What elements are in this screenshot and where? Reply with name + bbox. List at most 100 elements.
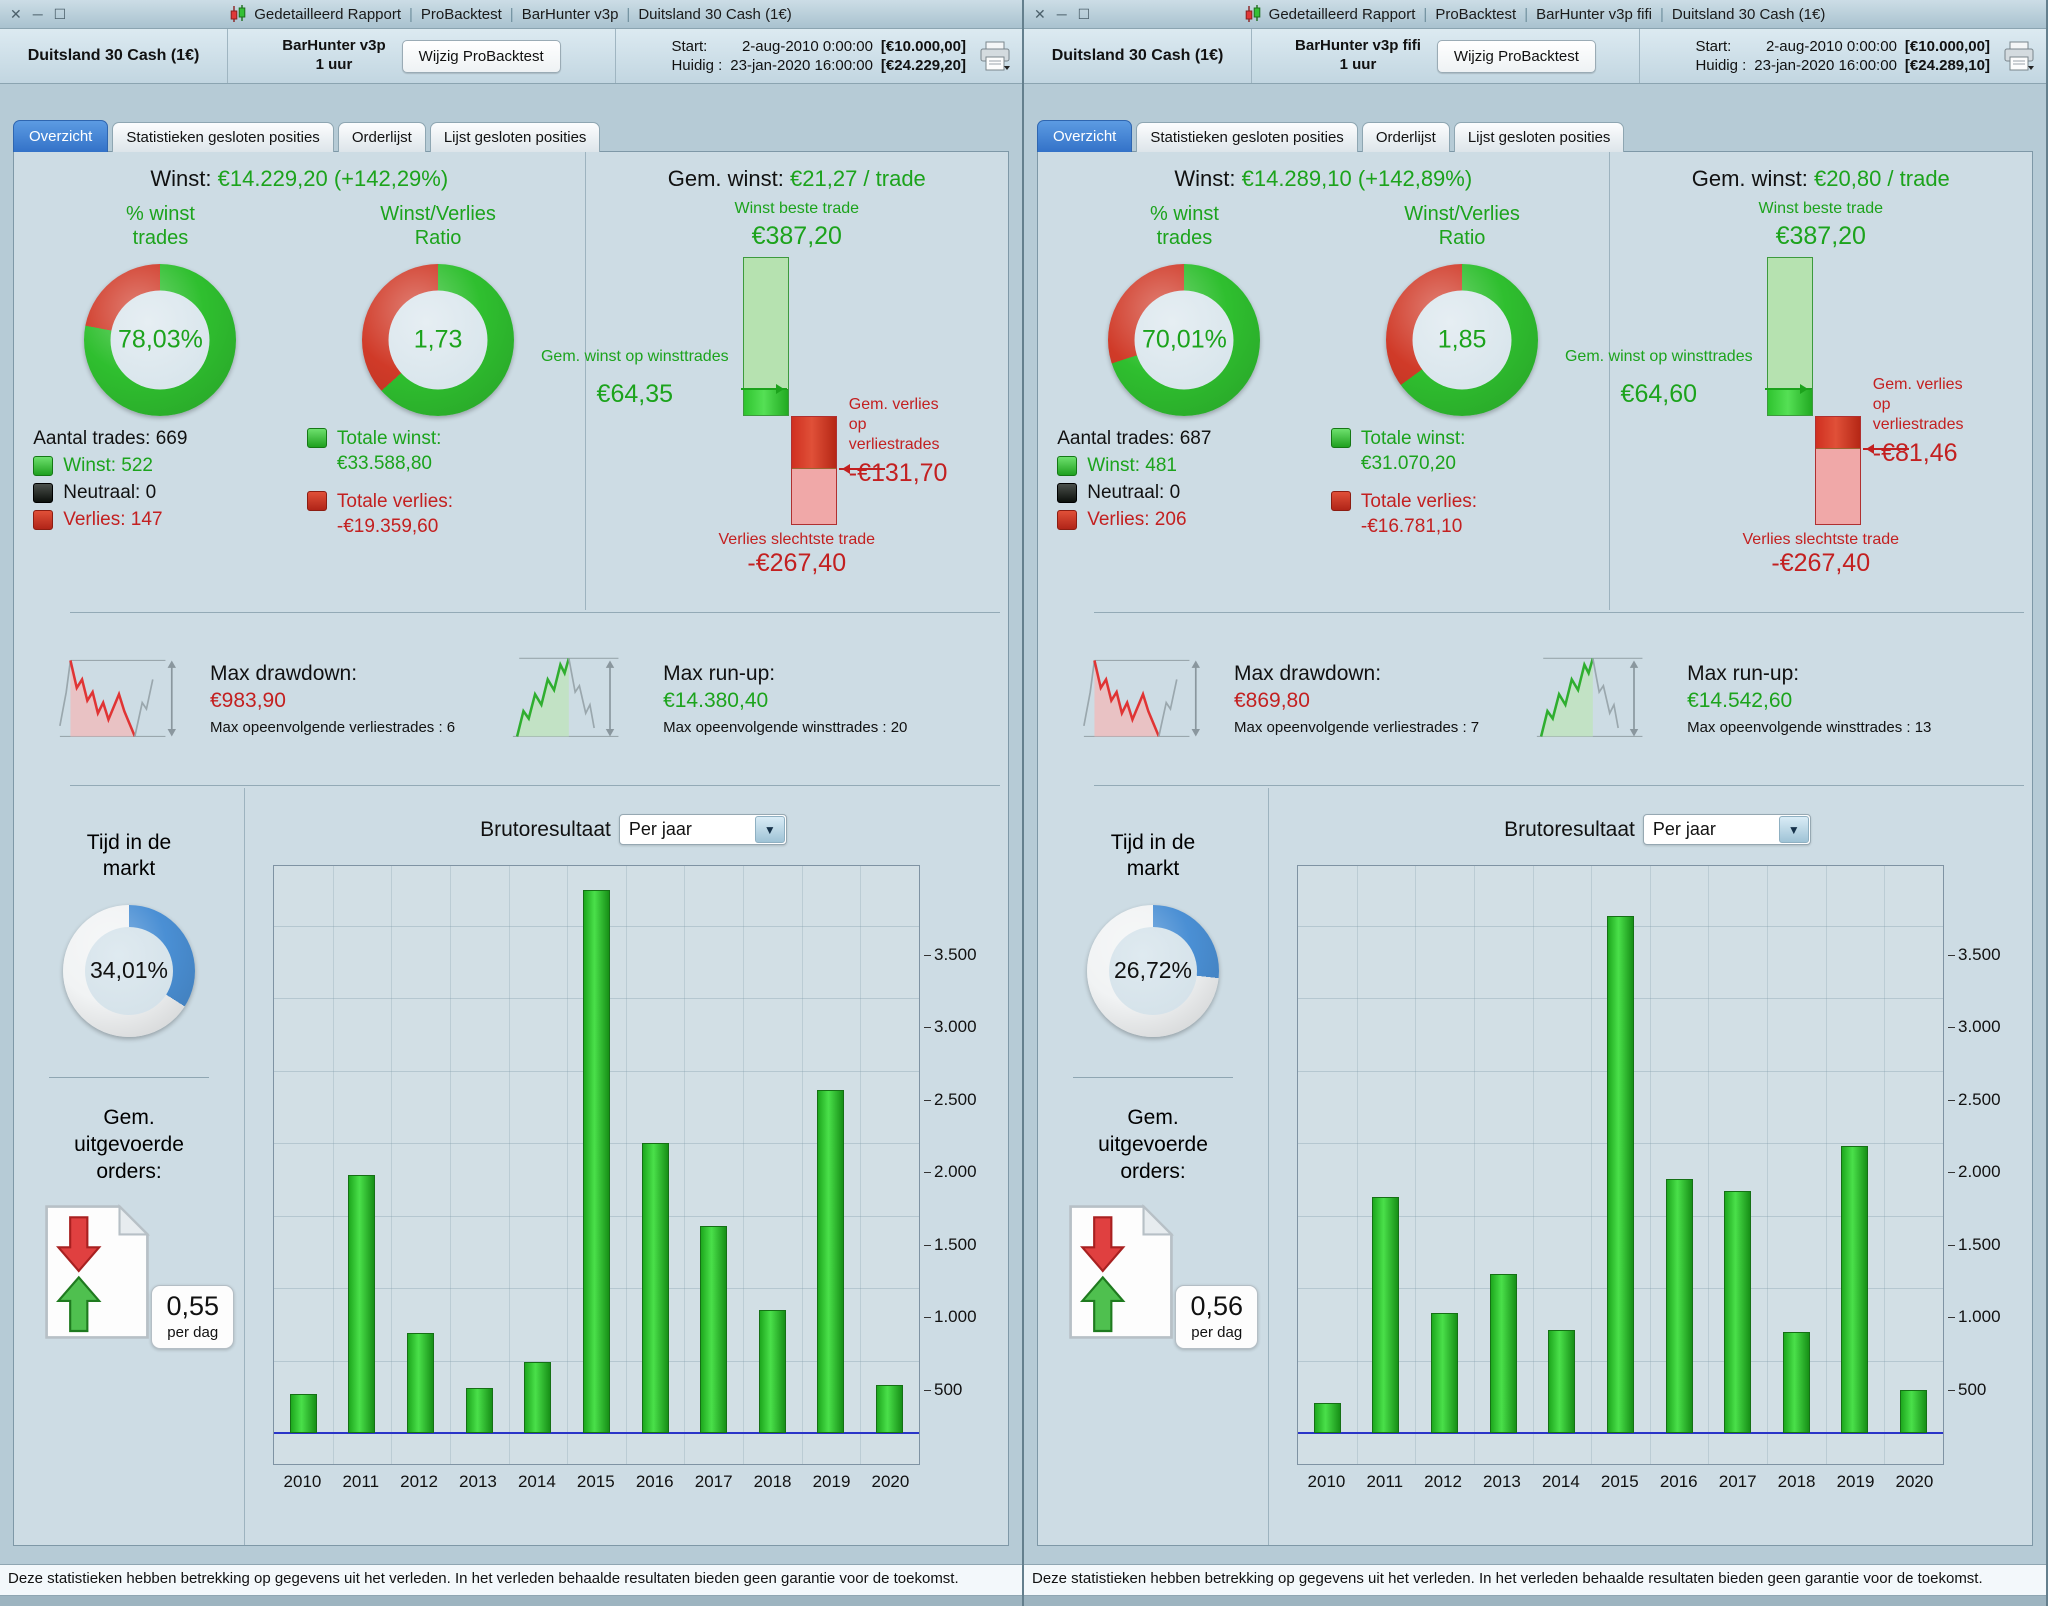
report-header: Duitsland 30 Cash (1€) BarHunter v3p fif… — [1024, 29, 2046, 84]
orders-value-box: 0,55 per dag — [151, 1285, 234, 1350]
bar — [1431, 1312, 1459, 1433]
avg-loss-label-block: Gem. verlies op verliestrades -€131,70 — [848, 396, 948, 488]
gridline — [449, 866, 451, 1464]
close-icon[interactable]: ✕ — [1034, 6, 1046, 22]
trades-total: Aantal trades: 687 — [1057, 428, 1212, 449]
title-bar: ✕ ─ ☐ Gedetailleerd Rapport | ProBacktes… — [0, 0, 1022, 29]
bar — [465, 1388, 493, 1433]
drawdown-group: Max drawdown: €869,80 Max opeenvolgende … — [1068, 652, 1521, 747]
x-axis-label: 2018 — [1777, 1472, 1816, 1491]
divider — [1073, 1076, 1233, 1078]
worst-trade-label: Verlies slechtste trade — [1742, 531, 1900, 548]
ratio-title: Winst/Verlies Ratio — [380, 203, 496, 249]
y-axis-labels: 500 1.000 1.500 2.000 2.500 3.000 3.500 — [1947, 865, 2018, 1492]
period-select[interactable]: Per jaar ▼ — [1642, 814, 1811, 845]
pct-win-donut: 78,03% — [84, 264, 237, 416]
runup-value: €14.380,40 — [663, 689, 769, 712]
gridline — [801, 866, 803, 1464]
bar — [289, 1393, 317, 1433]
bar — [1665, 1179, 1693, 1433]
tab-overzicht[interactable]: Overzicht — [1037, 120, 1133, 152]
y-axis-label: 500 — [923, 1379, 963, 1399]
minimize-icon[interactable]: ─ — [32, 6, 43, 22]
gridline — [1767, 866, 1769, 1464]
profit-headline: Winst: €14.229,20 (+142,29%) — [150, 166, 449, 191]
chart-header: Brutoresultaat Per jaar ▼ — [1297, 814, 2018, 845]
divider — [1094, 612, 2024, 613]
bar-plot — [273, 865, 920, 1465]
bar — [582, 889, 610, 1433]
total-loss-swatch — [1330, 491, 1351, 511]
gridline — [1825, 866, 1827, 1464]
y-axis-label: 1.000 — [1948, 1307, 2001, 1327]
bar — [1548, 1330, 1576, 1433]
gridline — [625, 866, 627, 1464]
print-icon[interactable] — [978, 40, 1012, 72]
title-segment: Gedetailleerd Rapport — [254, 5, 402, 23]
title-segment: Gedetailleerd Rapport — [1268, 5, 1416, 23]
title-segment: ProBacktest — [420, 5, 502, 23]
trades-total: Aantal trades: 669 — [33, 428, 188, 449]
start-capital: [€10.000,00] — [1904, 38, 1990, 55]
drawdown-label: Max drawdown: — [1234, 662, 1382, 685]
overview-right: Gem. winst: €21,27 / trade Winst beste t… — [541, 152, 1008, 610]
print-icon[interactable] — [2002, 40, 2036, 72]
chevron-down-icon[interactable]: ▼ — [1778, 816, 1809, 843]
gridline — [1708, 866, 1710, 1464]
tab-lijst-gesloten-posities[interactable]: Lijst gesloten posities — [1453, 122, 1625, 152]
divider — [1094, 785, 2024, 786]
edit-probacktest-button[interactable]: Wijzig ProBacktest — [401, 39, 561, 73]
bar — [758, 1309, 786, 1433]
best-trade-value: €387,20 — [751, 222, 842, 250]
total-win-value: €33.588,80 — [336, 453, 432, 474]
drawdown-label: Max drawdown: — [210, 662, 358, 685]
window-title: Gedetailleerd Rapport | ProBacktest | Ba… — [1024, 5, 2046, 23]
minimize-icon[interactable]: ─ — [1056, 6, 1067, 22]
tab-statistieken-gesloten-posities[interactable]: Statistieken gesloten posities — [112, 122, 334, 152]
edit-probacktest-button[interactable]: Wijzig ProBacktest — [1436, 39, 1596, 73]
period-select[interactable]: Per jaar ▼ — [618, 814, 787, 845]
totals-legend: Totale winst: €31.070,20 Totale verlies:… — [1330, 428, 1477, 554]
y-axis-label: 1.500 — [1948, 1234, 2001, 1254]
bar — [524, 1361, 552, 1433]
maximize-icon[interactable]: ☐ — [1077, 6, 1091, 22]
ratio-column: Winst/Verlies Ratio 1,85 Totale winst: — [1330, 202, 1593, 554]
tab-overzicht[interactable]: Overzicht — [13, 120, 109, 152]
avg-loss-arrow — [838, 464, 885, 475]
trades-legend: Aantal trades: 669 Winst: 522 Neutraal: … — [33, 428, 187, 531]
overview-panel: Winst: €14.229,20 (+142,29%) % winst tra… — [13, 151, 1009, 1546]
tab-orderlijst[interactable]: Orderlijst — [1361, 122, 1450, 152]
chart-title: Brutoresultaat — [1504, 817, 1635, 841]
strategy-name: BarHunter v3p 1 uur — [282, 37, 386, 73]
tab-bar: Overzicht Statistieken gesloten posities… — [1024, 84, 2046, 152]
overview-left: Winst: €14.289,10 (+142,89%) % winst tra… — [1038, 152, 1610, 610]
chevron-down-icon[interactable]: ▼ — [754, 816, 785, 843]
maximize-icon[interactable]: ☐ — [53, 6, 67, 22]
ratio-column: Winst/Verlies Ratio 1,73 Totale winst: — [306, 202, 569, 554]
trades-legend: Aantal trades: 687 Winst: 481 Neutraal: … — [1057, 428, 1211, 531]
bar — [876, 1385, 904, 1433]
worst-trade-value: -€267,40 — [747, 549, 847, 577]
tab-statistieken-gesloten-posities[interactable]: Statistieken gesloten posities — [1136, 122, 1358, 152]
start-label: Start: — [671, 38, 708, 55]
x-axis-label: 2020 — [871, 1472, 910, 1491]
runup-chart-icon — [512, 657, 619, 737]
gridline — [332, 866, 334, 1464]
current-datetime: 23-jan-2020 16:00:00 — [1754, 57, 1897, 74]
gridline — [743, 866, 745, 1464]
divider — [70, 612, 1000, 613]
total-win-label: Totale winst: — [1360, 428, 1466, 449]
orders-value-box: 0,56 per dag — [1175, 1285, 1258, 1350]
gridline — [1591, 866, 1593, 1464]
x-axis-label: 2016 — [635, 1472, 674, 1491]
x-axis-label: 2011 — [342, 1472, 380, 1491]
gridline — [567, 866, 569, 1464]
win-swatch — [1057, 456, 1078, 476]
time-in-market-value: 26,72% — [1113, 957, 1192, 983]
gridline — [1415, 866, 1417, 1464]
bar — [1900, 1389, 1928, 1433]
tab-orderlijst[interactable]: Orderlijst — [337, 122, 426, 152]
tab-lijst-gesloten-posities[interactable]: Lijst gesloten posities — [429, 122, 601, 152]
y-axis-label: 2.000 — [924, 1162, 977, 1182]
close-icon[interactable]: ✕ — [10, 6, 22, 22]
